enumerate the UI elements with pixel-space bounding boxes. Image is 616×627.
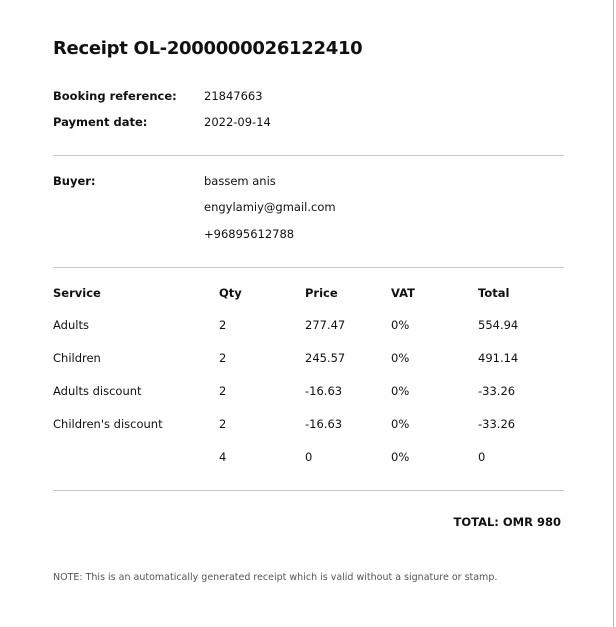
divider	[53, 490, 564, 491]
cell-qty: 2	[219, 417, 227, 431]
cell-total: 491.14	[478, 351, 519, 365]
cell-price: -16.63	[305, 384, 343, 398]
cell-total: -33.26	[478, 384, 516, 398]
cell-service: Adults discount	[53, 384, 142, 398]
cell-vat: 0%	[391, 384, 410, 398]
receipt-title: Receipt OL-2000000026122410	[53, 38, 363, 59]
cell-qty: 4	[219, 450, 227, 464]
header-price: Price	[305, 286, 338, 300]
buyer-phone: +96895612788	[204, 227, 295, 241]
cell-total: 0	[478, 450, 486, 464]
divider	[53, 267, 564, 268]
header-vat: VAT	[391, 286, 415, 300]
cell-qty: 2	[219, 318, 227, 332]
cell-vat: 0%	[391, 318, 410, 332]
cell-vat: 0%	[391, 417, 410, 431]
buyer-label: Buyer:	[53, 174, 96, 188]
cell-service: Children's discount	[53, 417, 163, 431]
cell-service: Children	[53, 351, 101, 365]
cell-total: 554.94	[478, 318, 519, 332]
cell-total: -33.26	[478, 417, 516, 431]
cell-vat: 0%	[391, 450, 410, 464]
booking-reference-value: 21847663	[204, 89, 263, 103]
cell-qty: 2	[219, 351, 227, 365]
buyer-email: engylamiy@gmail.com	[204, 200, 336, 214]
booking-reference-label: Booking reference:	[53, 89, 177, 103]
cell-price: 0	[305, 450, 313, 464]
cell-vat: 0%	[391, 351, 410, 365]
cell-qty: 2	[219, 384, 227, 398]
cell-price: -16.63	[305, 417, 343, 431]
header-service: Service	[53, 286, 101, 300]
header-total: Total	[478, 286, 510, 300]
cell-price: 277.47	[305, 318, 346, 332]
divider	[53, 155, 564, 156]
receipt-note: NOTE: This is an automatically generated…	[53, 572, 498, 583]
payment-date-value: 2022-09-14	[204, 115, 271, 129]
cell-service: Adults	[53, 318, 89, 332]
cell-price: 245.57	[305, 351, 346, 365]
payment-date-label: Payment date:	[53, 115, 148, 129]
buyer-name: bassem anis	[204, 174, 276, 188]
total-amount: TOTAL: OMR 980	[453, 515, 562, 529]
header-qty: Qty	[219, 286, 242, 300]
